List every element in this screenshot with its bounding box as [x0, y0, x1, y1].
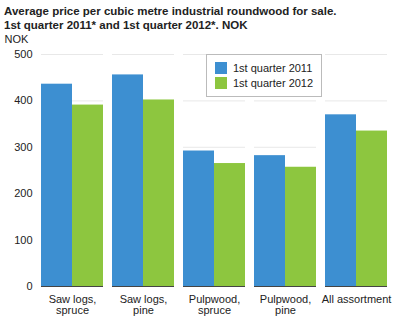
svg-text:100: 100: [14, 234, 32, 246]
svg-text:500: 500: [14, 48, 32, 60]
svg-text:All assortment: All assortment: [322, 293, 392, 305]
html-text:1st quarter 2011: 1st quarter 2011: [233, 62, 313, 74]
html-text:Average price per cubic metre: Average price per cubic metre industrial…: [4, 5, 337, 17]
svg-text:Pulpwood,spruce: Pulpwood,spruce: [189, 293, 240, 316]
svg-text:200: 200: [14, 187, 32, 199]
svg-text:NOK: NOK: [5, 33, 30, 45]
svg-text:300: 300: [14, 141, 32, 153]
svg-text:Saw logs,pine: Saw logs,pine: [120, 293, 168, 316]
html-text:1st quarter 2011* and 1st quar: 1st quarter 2011* and 1st quarter 2012*.…: [4, 19, 248, 31]
html-text:1st quarter 2012: 1st quarter 2012: [233, 77, 314, 89]
svg-text:400: 400: [14, 94, 32, 106]
svg-text:0: 0: [26, 280, 32, 292]
svg-text:Pulpwood,pine: Pulpwood,pine: [260, 293, 311, 316]
svg-text:Saw logs,spruce: Saw logs,spruce: [49, 293, 97, 316]
